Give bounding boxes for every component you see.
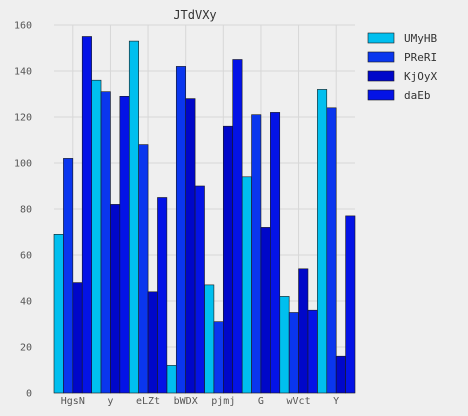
- bar-KjOyX-HgsN: [72, 282, 83, 394]
- bar-daEb-bWDX: [194, 185, 205, 394]
- legend-label-PReRI: PReRI: [404, 51, 437, 64]
- x-tick-label: Y: [333, 396, 339, 407]
- x-tick-label: HgsN: [61, 396, 85, 407]
- bar-KjOyX-G: [260, 227, 271, 394]
- legend: UMyHB PReRI KjOyX daEb: [367, 32, 437, 102]
- x-tick-label: eLZt: [136, 396, 160, 407]
- legend-label-UMyHB: UMyHB: [404, 32, 437, 45]
- bar-PReRI-pjmj: [213, 321, 224, 394]
- bar-UMyHB-Y: [317, 89, 328, 394]
- legend-swatch-PReRI: [367, 51, 395, 63]
- y-tick-label: 20: [20, 343, 32, 354]
- x-tick-label: bWDX: [174, 396, 198, 407]
- bar-PReRI-G: [251, 114, 262, 394]
- bar-UMyHB-bWDX: [166, 365, 177, 394]
- bar-UMyHB-y: [91, 79, 102, 394]
- y-tick-label: 140: [14, 67, 32, 78]
- legend-label-daEb: daEb: [404, 89, 431, 102]
- y-tick-label: 60: [20, 251, 32, 262]
- bar-UMyHB-pjmj: [204, 284, 215, 394]
- x-tick-label: G: [258, 396, 264, 407]
- legend-swatch-UMyHB: [367, 32, 395, 44]
- bar-daEb-G: [270, 112, 281, 394]
- legend-swatch-KjOyX: [367, 70, 395, 82]
- x-tick-label: pjmj: [211, 396, 235, 407]
- legend-label-KjOyX: KjOyX: [404, 70, 437, 83]
- bar-daEb-eLZt: [157, 197, 168, 394]
- bars: [53, 36, 356, 394]
- bar-PReRI-HgsN: [63, 158, 74, 394]
- bar-daEb-HgsN: [81, 36, 92, 394]
- bar-KjOyX-wVct: [298, 268, 309, 394]
- y-tick-label: 80: [20, 205, 32, 216]
- bar-KjOyX-y: [110, 204, 121, 394]
- bar-KjOyX-pjmj: [223, 125, 234, 394]
- bar-UMyHB-G: [241, 176, 252, 394]
- bar-UMyHB-HgsN: [53, 234, 64, 394]
- bar-KjOyX-Y: [335, 355, 346, 394]
- bar-KjOyX-eLZt: [147, 291, 158, 394]
- bar-daEb-wVct: [307, 309, 318, 394]
- y-axis-ticks: 0 20 40 60 80 100 120 140 160: [14, 21, 32, 400]
- bar-PReRI-bWDX: [175, 66, 186, 394]
- x-tick-label: y: [107, 396, 113, 407]
- legend-swatch-daEb: [367, 89, 395, 101]
- bar-PReRI-y: [100, 91, 111, 394]
- x-tick-label: wVct: [287, 396, 311, 407]
- y-tick-label: 100: [14, 159, 32, 170]
- y-tick-label: 40: [20, 297, 32, 308]
- bar-UMyHB-eLZt: [128, 40, 139, 394]
- y-tick-label: 120: [14, 113, 32, 124]
- bar-PReRI-eLZt: [138, 144, 149, 394]
- bar-UMyHB-wVct: [279, 296, 290, 394]
- bar-daEb-y: [119, 96, 130, 394]
- bar-KjOyX-bWDX: [185, 98, 196, 394]
- chart-title: JTdVXy: [173, 8, 216, 22]
- y-tick-label: 160: [14, 21, 32, 32]
- y-tick-label: 0: [26, 389, 32, 400]
- bar-daEb-Y: [345, 215, 356, 394]
- bar-daEb-pjmj: [232, 59, 243, 394]
- bar-PReRI-wVct: [288, 312, 299, 394]
- bar-PReRI-Y: [326, 107, 337, 394]
